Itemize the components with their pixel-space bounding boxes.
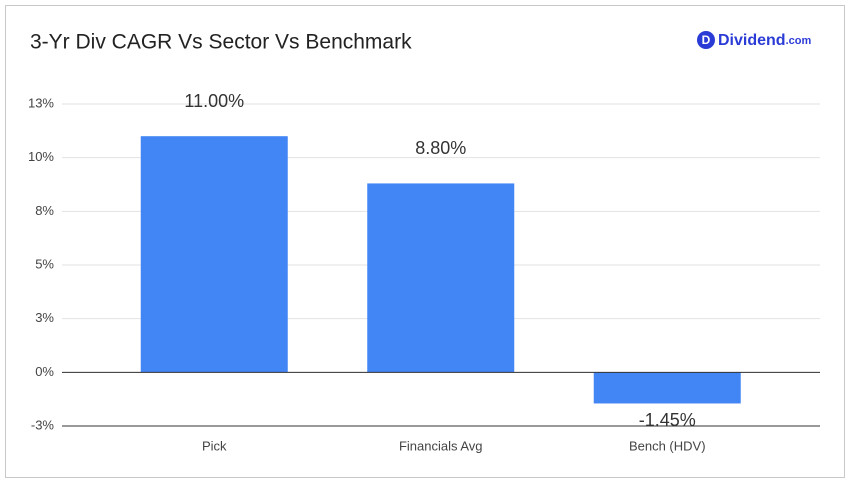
logo-name: Dividend.com xyxy=(718,32,811,49)
y-tick-label: 0% xyxy=(35,364,54,379)
y-tick-label: 8% xyxy=(35,203,54,218)
y-tick-label: 10% xyxy=(28,149,54,164)
logo-suffix: .com xyxy=(786,35,812,47)
value-label: 8.80% xyxy=(415,138,466,158)
logo-name-text: Dividend xyxy=(718,32,786,49)
logo-icon-bg xyxy=(697,31,715,49)
bar xyxy=(593,372,741,404)
value-label: -1.45% xyxy=(639,410,696,430)
logo-icon: D xyxy=(702,33,711,47)
y-tick-label: 13% xyxy=(28,95,54,110)
bar xyxy=(367,183,515,373)
x-tick-label: Financials Avg xyxy=(399,438,483,453)
y-tick-label: 5% xyxy=(35,256,54,271)
y-tick-label: 3% xyxy=(35,310,54,325)
x-tick-label: Bench (HDV) xyxy=(629,438,706,453)
x-tick-label: Pick xyxy=(202,438,227,453)
y-tick-label: -3% xyxy=(31,417,55,432)
value-label: 11.00% xyxy=(184,91,244,111)
bar xyxy=(140,136,288,373)
chart-title: 3-Yr Div CAGR Vs Sector Vs Benchmark xyxy=(30,31,412,54)
